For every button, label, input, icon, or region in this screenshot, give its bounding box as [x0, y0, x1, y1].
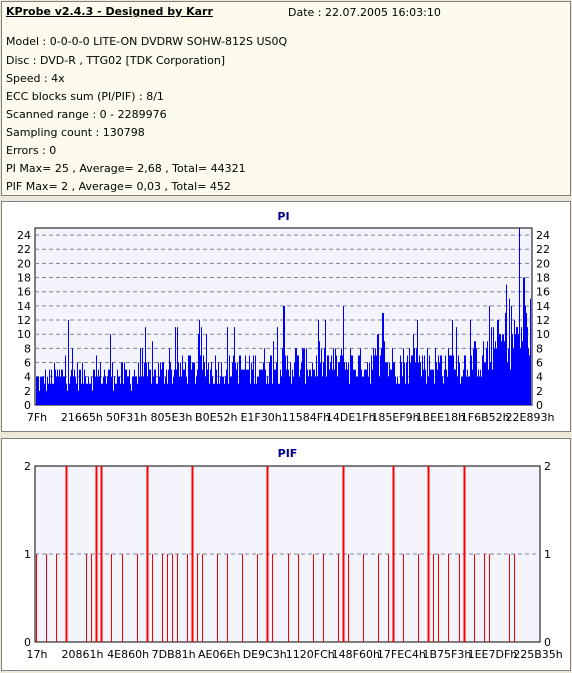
pi-x-tick: 50F31h — [106, 411, 147, 424]
pi-y-tick-left: 10 — [17, 328, 31, 341]
pi-chart-title: PI — [277, 210, 289, 223]
ecc-line: ECC blocks sum (PI/PIF) : 8/1 — [6, 90, 164, 103]
pi-y-tick-right: 12 — [536, 314, 550, 327]
pi-y-tick-right: 2 — [536, 385, 543, 398]
pif-x-tick: 17FEC4h — [377, 648, 426, 661]
pi-y-tick-left: 12 — [17, 314, 31, 327]
pi-x-tick: 1BEE18h — [416, 411, 465, 424]
pi-x-tick: B0E52h — [195, 411, 237, 424]
pif-x-tick: 1120FCh — [286, 648, 335, 661]
pi-x-tick: E1F30h — [240, 411, 281, 424]
pif-x-tick: 7DB81h — [152, 648, 196, 661]
pi-y-tick-left: 18 — [17, 272, 31, 285]
pif-x-tick: 17h — [27, 648, 48, 661]
pi-x-tick: 1F6B52h — [461, 411, 510, 424]
model-line: Model : 0-0-0-0 LITE-ON DVDRW SOHW-812S … — [6, 35, 288, 48]
pi-y-tick-right: 20 — [536, 257, 550, 270]
scan-date: Date : 22.07.2005 16:03:10 — [288, 6, 441, 19]
pif-summary-line: PIF Max= 2 , Average= 0,03 , Total= 452 — [6, 180, 231, 193]
pif-y-tick-right: 2 — [544, 460, 551, 473]
pif-y-tick-left: 1 — [24, 548, 31, 561]
pi-y-tick-left: 2 — [24, 385, 31, 398]
pi-y-tick-right: 8 — [536, 342, 543, 355]
pi-bars — [36, 228, 531, 405]
pi-y-tick-left: 16 — [17, 286, 31, 299]
pi-x-tick: 805E3h — [150, 411, 192, 424]
pif-y-tick-left: 0 — [24, 636, 31, 649]
pif-x-tick: 1EE7DFh — [468, 648, 518, 661]
pif-x-tick: DE9C3h — [243, 648, 287, 661]
pif-x-tick: 20861h — [62, 648, 104, 661]
pi-chart-panel: PI 0 0 2 2 4 4 6 6 8 8 10 10 12 12 14 14 16 16 18 18 20 20 22 22… — [1, 201, 571, 432]
pi-y-tick-right: 4 — [536, 371, 543, 384]
pi-y-tick-right: 24 — [536, 229, 550, 242]
pi-y-tick-left: 4 — [24, 371, 31, 384]
pi-y-tick-right: 22 — [536, 243, 550, 256]
pi-y-tick-left: 14 — [17, 300, 31, 313]
pi-x-tick: 7Fh — [27, 411, 47, 424]
disc-line: Disc : DVD-R , TTG02 [TDK Corporation] — [6, 54, 226, 67]
pi-y-tick-left: 24 — [17, 229, 31, 242]
pi-y-tick-right: 14 — [536, 300, 550, 313]
pi-summary-line: PI Max= 25 , Average= 2,68 , Total= 4432… — [6, 162, 246, 175]
pif-x-tick: 4E860h — [107, 648, 149, 661]
speed-line: Speed : 4x — [6, 72, 65, 85]
pi-y-tick-right: 16 — [536, 286, 550, 299]
sampling-line: Sampling count : 130798 — [6, 126, 145, 139]
pi-x-tick: 11584Fh — [282, 411, 330, 424]
range-line: Scanned range : 0 - 2289976 — [6, 108, 167, 121]
pif-chart-title: PIF — [278, 447, 298, 460]
pif-x-tick: AE06Eh — [198, 648, 240, 661]
pif-x-tick: 148F60h — [332, 648, 380, 661]
pi-y-tick-right: 0 — [536, 399, 543, 412]
pif-x-tick: 225B35h — [513, 648, 563, 661]
pif-y-tick-left: 2 — [24, 460, 31, 473]
pi-y-tick-left: 20 — [17, 257, 31, 270]
pi-y-tick-right: 6 — [536, 357, 543, 370]
info-panel: KProbe v2.4.3 - Designed by Karr Date : … — [1, 1, 571, 196]
pi-x-tick: 14DE1Fh — [326, 411, 376, 424]
pif-chart-panel: PIF 0 0 1 1 2 2 17h 20861h 4E860h 7DB81h AE06Eh DE9C… — [1, 438, 571, 671]
pi-y-tick-left: 0 — [24, 399, 31, 412]
pi-y-tick-left: 8 — [24, 342, 31, 355]
pi-y-tick-left: 6 — [24, 357, 31, 370]
pif-y-tick-right: 1 — [544, 548, 551, 561]
pi-y-tick-right: 18 — [536, 272, 550, 285]
pi-x-tick: 22E893h — [506, 411, 555, 424]
pif-x-tick: 1B75F3h — [422, 648, 471, 661]
pi-y-tick-left: 22 — [17, 243, 31, 256]
pif-chart: PIF 0 0 1 1 2 2 17h 20861h 4E860h 7DB81h AE06Eh DE9C… — [24, 447, 563, 661]
errors-line: Errors : 0 — [6, 144, 57, 157]
app-title: KProbe v2.4.3 - Designed by Karr — [6, 5, 213, 18]
pif-y-tick-right: 0 — [544, 636, 551, 649]
pi-x-tick: 21665h — [61, 411, 103, 424]
pi-y-tick-right: 10 — [536, 328, 550, 341]
pi-x-tick: 185EF9h — [371, 411, 419, 424]
pif-bars — [36, 466, 515, 642]
